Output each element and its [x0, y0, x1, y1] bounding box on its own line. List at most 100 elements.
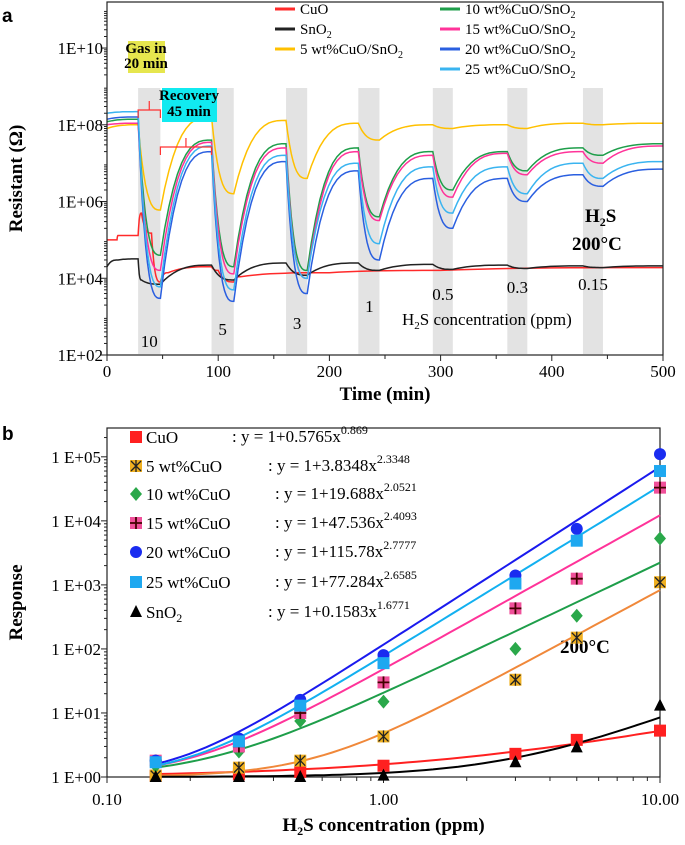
concentration-label: 0.15 — [578, 275, 608, 294]
legend-label-a: 5 wt%CuO/SnO2 — [300, 42, 403, 61]
concentration-label: 3 — [293, 314, 302, 333]
legend-equation-b: : y = 1+3.8348x2.3348 — [268, 452, 410, 475]
legend-subscript: 2 — [176, 611, 182, 625]
y-tick-label-b: 1 E+01 — [51, 704, 101, 723]
legend-name: 10 wt%CuO — [146, 485, 231, 504]
data-point-glyph — [509, 602, 522, 615]
series-points-b-6 — [149, 698, 666, 782]
xlabel-text: S concentration (ppm) — [303, 815, 485, 836]
concentration-caption: H2S concentration (ppm) — [402, 310, 572, 332]
legend-marker-b — [130, 487, 142, 501]
x-tick-label-a: 100 — [205, 362, 231, 381]
data-point — [294, 699, 307, 712]
data-point — [570, 733, 583, 746]
legend-equation-b: : y = 1+115.78x2.7777 — [275, 538, 416, 561]
x-tick-label-a: 300 — [428, 362, 454, 381]
data-point-glyph — [570, 572, 583, 585]
series-points-b-1 — [149, 576, 666, 782]
fit-line-b-1 — [155, 589, 661, 777]
gas-text: S — [606, 206, 617, 227]
legend-marker-b-glyph — [130, 517, 142, 529]
legend-label-a: 10 wt%CuO/SnO2 — [465, 2, 575, 21]
data-point — [509, 747, 522, 760]
equation-exponent: 2.7777 — [383, 538, 416, 552]
equation-exponent: 1.6771 — [377, 598, 410, 612]
concentration-label: 1 — [365, 297, 374, 316]
gas-text: H — [585, 206, 600, 227]
series-points-b-5 — [149, 465, 666, 769]
x-tick-label-b: 1.00 — [369, 790, 399, 809]
legend-label-a: 25 wt%CuO/SnO2 — [465, 62, 575, 81]
y-tick-label-b: 1 E+02 — [51, 640, 101, 659]
fit-line-b-5 — [155, 485, 661, 767]
legend-name: 25 wt%CuO — [146, 573, 231, 592]
gas-exposure-band — [211, 88, 234, 354]
data-point-glyph — [509, 673, 521, 686]
series-line-a-5 — [106, 116, 663, 303]
data-point-glyph — [571, 631, 583, 644]
legend-subscript: 2 — [570, 70, 575, 81]
data-point — [509, 755, 522, 768]
series-line-a-6 — [106, 110, 663, 291]
data-point — [232, 770, 245, 782]
x-axis-title-b: H2S concentration (ppm) — [282, 815, 484, 838]
concentration-label: 0.5 — [432, 285, 453, 304]
data-point — [377, 657, 390, 670]
data-point — [570, 522, 583, 535]
data-point — [654, 531, 666, 546]
x-tick-label-a: 500 — [650, 362, 676, 381]
gas-label: H2S — [585, 206, 616, 229]
data-point-glyph — [378, 730, 389, 743]
xlabel-text: H — [282, 815, 297, 836]
concentration-label: 10 — [141, 332, 158, 351]
legend-name: 25 wt%CuO/SnO — [465, 62, 571, 78]
legend-marker-b — [130, 576, 142, 588]
legend-label-b: 5 wt%CuO — [146, 457, 222, 476]
equation-text: : y = 1+47.536x — [275, 513, 384, 532]
data-point-glyph — [294, 754, 306, 767]
series-line-a-3 — [106, 118, 663, 272]
y-axis-title-b: Response — [6, 564, 27, 640]
y-tick-label-a: 1E+08 — [58, 116, 103, 135]
equation-text: : y = 1+115.78x — [275, 542, 384, 561]
y-axis-title-a: Resistant (Ω) — [6, 125, 27, 233]
recovery-annotation: Recovery — [159, 88, 219, 104]
concentration-label: 5 — [218, 320, 227, 339]
legend-label-a: SnO2 — [300, 22, 332, 41]
data-point — [149, 756, 162, 769]
legend-label-a: 15 wt%CuO/SnO2 — [465, 22, 575, 41]
y-tick-label-b: 1 E+03 — [51, 576, 101, 595]
y-tick-label-b: 1 E+05 — [51, 448, 101, 467]
series-line-a-4 — [106, 122, 663, 280]
recovery-annotation-box — [162, 88, 217, 122]
gas-exposure-band — [138, 88, 161, 354]
equation-exponent: 2.6585 — [384, 568, 417, 582]
legend-name: 10 wt%CuO/SnO — [465, 2, 571, 18]
legend-equation-b: : y = 1+77.284x2.6585 — [275, 568, 417, 591]
equation-text: : y = 1+77.284x — [275, 572, 384, 591]
x-tick-label-a: 200 — [317, 362, 343, 381]
equation-exponent: 2.4093 — [384, 509, 417, 523]
data-point — [654, 465, 666, 478]
equation-text: : y = 1+19.688x — [275, 484, 384, 503]
legend-name: SnO — [146, 603, 176, 622]
y-tick-label-a: 1E+06 — [58, 193, 103, 212]
y-tick-label-a: 1E+02 — [58, 346, 103, 365]
legend-equation-b: : y = 1+0.5765x0.869 — [232, 423, 368, 446]
legend-subscript: 2 — [398, 50, 403, 61]
fit-line-b-4 — [155, 466, 661, 765]
data-point — [377, 759, 390, 772]
gas-exposure-band — [507, 88, 528, 354]
legend-subscript: 2 — [570, 30, 575, 41]
gas-subscript: 2 — [600, 215, 606, 229]
legend-equation-b: : y = 1+19.688x2.0521 — [275, 480, 417, 503]
gas-exposure-band — [358, 88, 380, 354]
data-point — [654, 724, 666, 737]
data-point-glyph — [377, 676, 390, 689]
series-line-a-1 — [106, 258, 663, 285]
legend-label-b: 15 wt%CuO — [146, 514, 231, 533]
x-tick-label-a: 400 — [539, 362, 565, 381]
legend-subscript: 2 — [570, 50, 575, 61]
x-tick-label-b: 10.00 — [641, 790, 679, 809]
fit-line-b-6 — [155, 716, 661, 778]
